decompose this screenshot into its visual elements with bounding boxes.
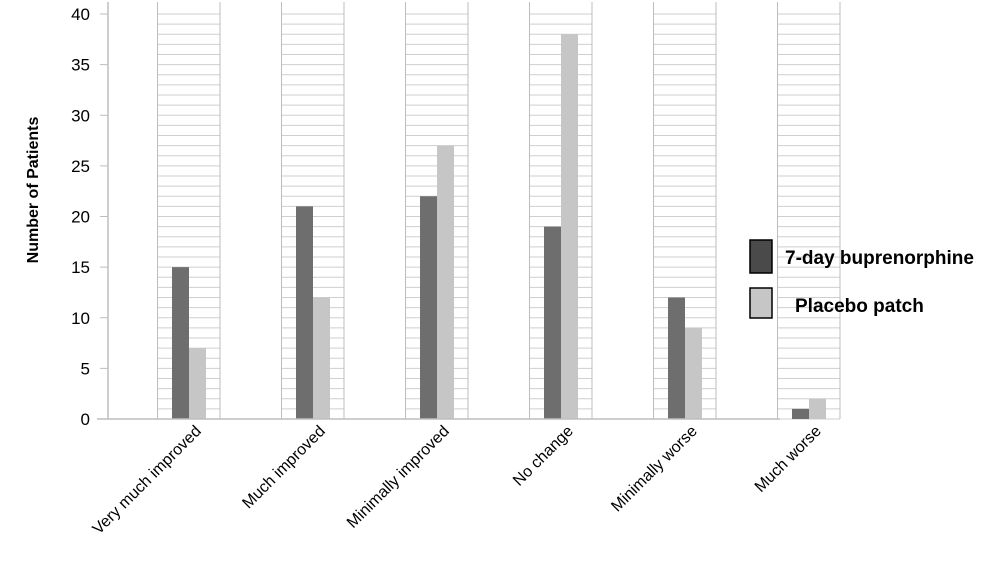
legend: 7-day buprenorphine Placebo patch: [749, 239, 974, 319]
y-tick-label: 0: [81, 410, 90, 429]
bar-buprenorphine: [544, 226, 561, 419]
x-tick-label: No change: [510, 423, 577, 490]
x-tick-labels: Very much improved Much improved Minimally…: [90, 423, 825, 538]
gridlines: [158, 13, 840, 420]
y-axis-title: Number of Patients: [25, 117, 42, 264]
bar-buprenorphine: [296, 206, 313, 419]
y-tick-label: 35: [71, 56, 90, 75]
bar-placebo: [685, 327, 702, 419]
bar-buprenorphine: [792, 408, 809, 419]
legend-swatch-buprenorphine: [749, 239, 773, 274]
bars: [172, 34, 826, 419]
y-tick-label: 40: [71, 5, 90, 24]
y-tick-label: 20: [71, 208, 90, 227]
legend-label-buprenorphine: 7-day buprenorphine: [785, 248, 974, 269]
y-tick-label: 15: [71, 258, 90, 277]
x-tick-label: Very much improved: [90, 423, 205, 538]
x-tick-label: Minimally improved: [344, 423, 453, 532]
group-bands: [157, 2, 841, 419]
bar-placebo: [561, 34, 578, 419]
y-tick-label: 25: [71, 157, 90, 176]
x-tick-label: Much worse: [752, 423, 825, 496]
bar-buprenorphine: [172, 267, 189, 419]
x-tick-label: Much improved: [239, 423, 328, 512]
bar-placebo: [809, 398, 826, 419]
y-tick-label: 5: [81, 359, 90, 378]
bar-placebo: [437, 145, 454, 419]
y-tick-label: 10: [71, 309, 90, 328]
x-tick-label: Minimally worse: [608, 423, 701, 516]
y-tick-label: 30: [71, 106, 90, 125]
legend-label-placebo: Placebo patch: [795, 296, 924, 317]
bar-buprenorphine: [420, 196, 437, 419]
legend-swatch-placebo: [749, 287, 773, 319]
bar-placebo: [313, 297, 330, 419]
y-tick-labels: 0 5 10 15 20 25 30 35 40: [71, 5, 108, 429]
bar-buprenorphine: [668, 297, 685, 419]
bar-placebo: [189, 348, 206, 419]
